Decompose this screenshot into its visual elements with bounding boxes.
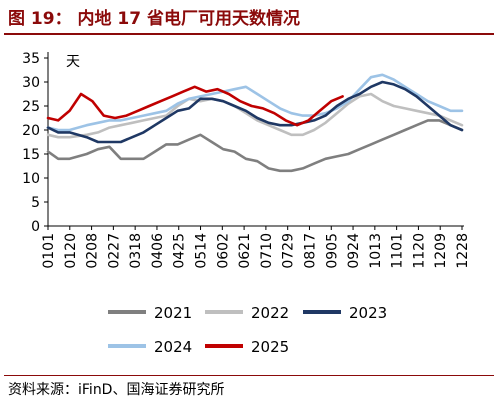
figure-header: 图 19： 内地 17 省电厂可用天数情况 — [0, 0, 498, 36]
chart-axes: 0 5 10 15 20 25 30 35 天 0101 0120 0208 0227 0318 0406 0… — [22, 51, 471, 269]
y-tick-label: 15 — [22, 147, 40, 163]
x-tick-label: 0729 — [281, 233, 297, 269]
x-tick-label: 1209 — [433, 233, 449, 269]
x-tick-label: 0817 — [302, 233, 318, 269]
x-tick-label: 1013 — [368, 233, 384, 269]
chart-series-lines — [46, 73, 464, 173]
x-tick-label: 0208 — [85, 233, 101, 269]
x-tick-label: 0710 — [259, 233, 275, 269]
source-note: 资料来源：iFinD、国海证券研究所 — [8, 382, 225, 398]
x-tick-label: 1120 — [411, 233, 427, 269]
y-tick-label: 10 — [22, 171, 40, 187]
x-tick-label: 1228 — [455, 233, 471, 269]
x-tick-label: 0318 — [128, 233, 144, 269]
x-tick-label: 0406 — [150, 233, 166, 269]
y-tick-label: 30 — [22, 75, 40, 91]
legend-label-2025: 2025 — [251, 338, 289, 356]
x-tick-label: 0924 — [346, 233, 362, 269]
figure-title: 图 19： 内地 17 省电厂可用天数情况 — [8, 9, 300, 29]
x-tick-label: 0227 — [106, 233, 122, 269]
x-tick-label: 0905 — [324, 233, 340, 269]
series-line-2024 — [46, 73, 464, 132]
x-tick-label: 0602 — [215, 233, 231, 269]
legend-label-2021: 2021 — [154, 304, 192, 322]
source-divider — [4, 375, 494, 376]
y-tick-label: 20 — [22, 123, 40, 139]
title-divider — [4, 33, 494, 35]
y-tick-label: 5 — [31, 195, 40, 211]
x-tick-label: 0514 — [194, 233, 210, 269]
y-tick-label: 25 — [22, 99, 40, 115]
y-tick-label: 35 — [22, 51, 40, 67]
x-tick-label: 0101 — [41, 233, 57, 269]
x-tick-label: 0425 — [172, 233, 188, 269]
x-tick-label: 0621 — [237, 233, 253, 269]
x-tick-label: 0120 — [63, 233, 79, 269]
legend-label-2023: 2023 — [349, 304, 387, 322]
legend-label-2022: 2022 — [251, 304, 289, 322]
y-tick-label: 0 — [31, 219, 40, 235]
x-tick-label: 1101 — [390, 233, 406, 269]
chart-legend: 2021 2022 2023 2024 2025 — [108, 304, 387, 356]
series-line-2023 — [46, 80, 464, 144]
legend-label-2024: 2024 — [154, 338, 192, 356]
series-line-2021 — [46, 119, 464, 173]
series-line-2022 — [46, 92, 464, 139]
y-unit-label: 天 — [66, 54, 80, 70]
series-line-2025 — [46, 85, 344, 127]
